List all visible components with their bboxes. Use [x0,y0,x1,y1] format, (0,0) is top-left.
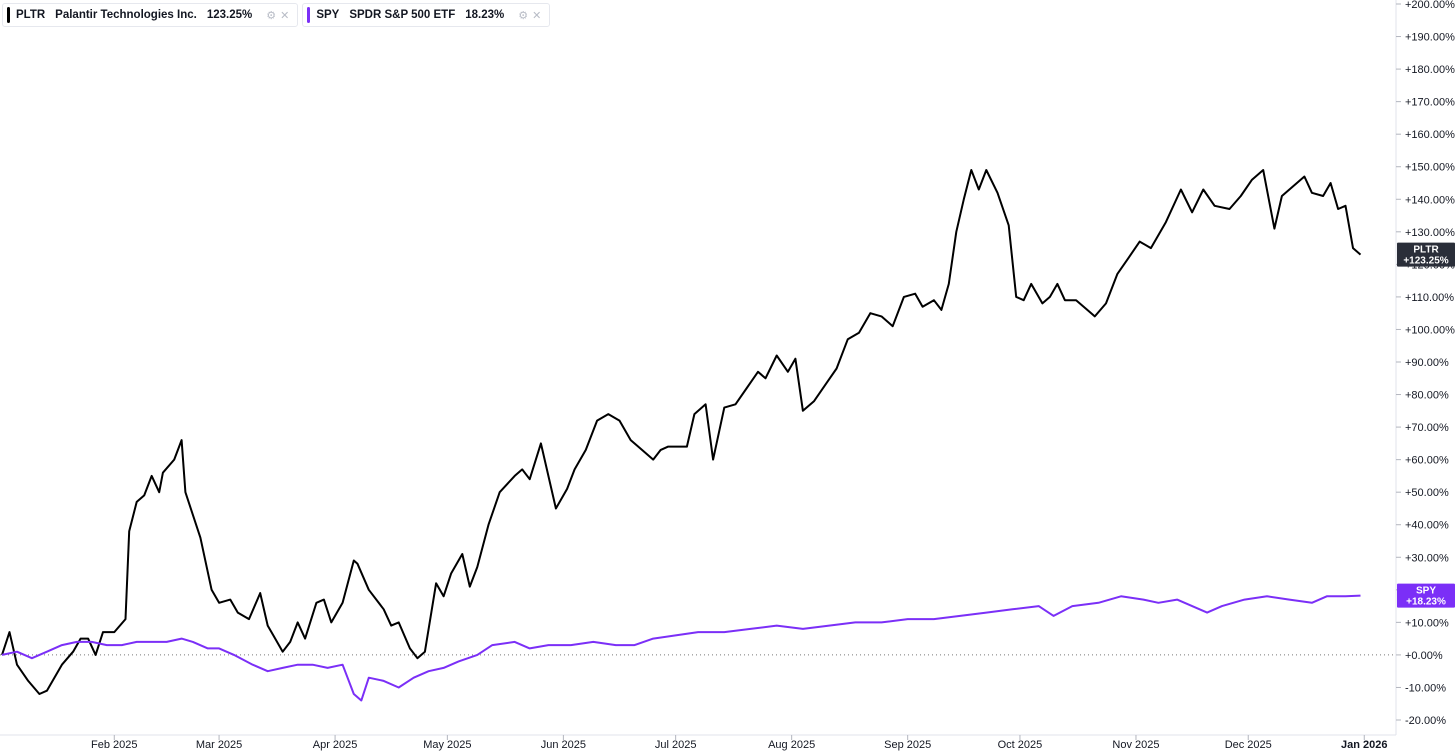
price-label-symbol: PLTR [1413,245,1439,256]
legend-value: 18.23% [465,9,505,21]
price-label-bg [1397,242,1455,267]
y-tick-label: +140.00% [1405,194,1455,206]
series-layer [0,169,1396,702]
y-tick-label: +60.00% [1405,455,1449,467]
settings-icon[interactable]: ⚙ [518,9,529,22]
y-tick-label: +70.00% [1405,422,1449,434]
close-icon[interactable]: ✕ [280,9,290,22]
y-tick-label: +10.00% [1405,617,1449,629]
legend-symbol: SPY [316,9,340,21]
x-tick-label: Jun 2025 [541,739,586,751]
x-tick-label: Aug 2025 [768,739,815,751]
y-tick-label: -20.00% [1405,715,1446,727]
x-tick-label: Jul 2025 [655,739,697,751]
legend-name: Palantir Technologies Inc. [55,9,197,21]
price-label-value: +18.23% [1406,597,1446,608]
series-color-swatch [307,7,311,23]
x-tick-label: Oct 2025 [998,739,1043,751]
series-color-swatch [7,7,10,23]
x-tick-label: Dec 2025 [1225,739,1272,751]
legend-name: SPDR S&P 500 ETF [349,9,456,21]
y-tick-label: +90.00% [1405,357,1449,369]
legend-value: 123.25% [206,9,253,21]
price-labels: PLTR+123.25% SPY+18.23% [1397,242,1455,608]
x-tick-label: May 2025 [423,739,471,751]
close-icon[interactable]: ✕ [532,9,542,22]
price-label-bg [1397,583,1455,608]
x-tick-label: Feb 2025 [91,739,137,751]
legend-symbol: PLTR [16,9,46,21]
x-tick-label: Sep 2025 [884,739,931,751]
legend-item-pltr[interactable]: PLTR Palantir Technologies Inc. 123.25% … [2,3,299,27]
y-tick-label: +150.00% [1405,162,1455,174]
y-tick-label: +80.00% [1405,390,1449,402]
y-tick-label: +160.00% [1405,129,1455,141]
price-label-value: +123.25% [1403,256,1448,267]
settings-icon[interactable]: ⚙ [266,9,277,22]
price-label-spy: SPY+18.23% [1397,583,1455,608]
y-tick-label: +190.00% [1405,32,1455,44]
price-label-symbol: SPY [1416,586,1436,597]
x-tick-label: Apr 2025 [313,739,358,751]
y-tick-label: +170.00% [1405,97,1455,109]
y-tick-label: +0.00% [1405,650,1443,662]
series-line-spy[interactable] [1,594,1361,702]
y-tick-label: +180.00% [1405,64,1455,76]
y-tick-label: +200.00% [1405,0,1455,11]
x-tick-label: Mar 2025 [196,739,242,751]
x-tick-label: Jan 2026 [1341,739,1387,751]
chart-legend: PLTR Palantir Technologies Inc. 123.25% … [2,3,551,27]
price-label-pltr: PLTR+123.25% [1397,242,1455,267]
y-tick-label: +130.00% [1405,227,1455,239]
series-line-pltr[interactable] [1,169,1362,695]
y-tick-label: +110.00% [1405,292,1454,304]
y-tick-label: +50.00% [1405,487,1449,499]
y-tick-label: +40.00% [1405,520,1449,532]
legend-item-spy[interactable]: SPY SPDR S&P 500 ETF 18.23% ⚙ ✕ [302,3,551,27]
y-tick-label: -10.00% [1405,682,1446,694]
y-tick-label: +100.00% [1405,324,1455,336]
x-tick-label: Nov 2025 [1112,739,1159,751]
x-axis[interactable]: Feb 2025 Mar 2025 Apr 2025 May 2025 Jun 2025… [91,735,1387,751]
y-axis[interactable]: +200.00% +190.00% +180.00% +170.00% +160.00%… [1396,0,1455,727]
y-tick-label: +30.00% [1405,552,1449,564]
